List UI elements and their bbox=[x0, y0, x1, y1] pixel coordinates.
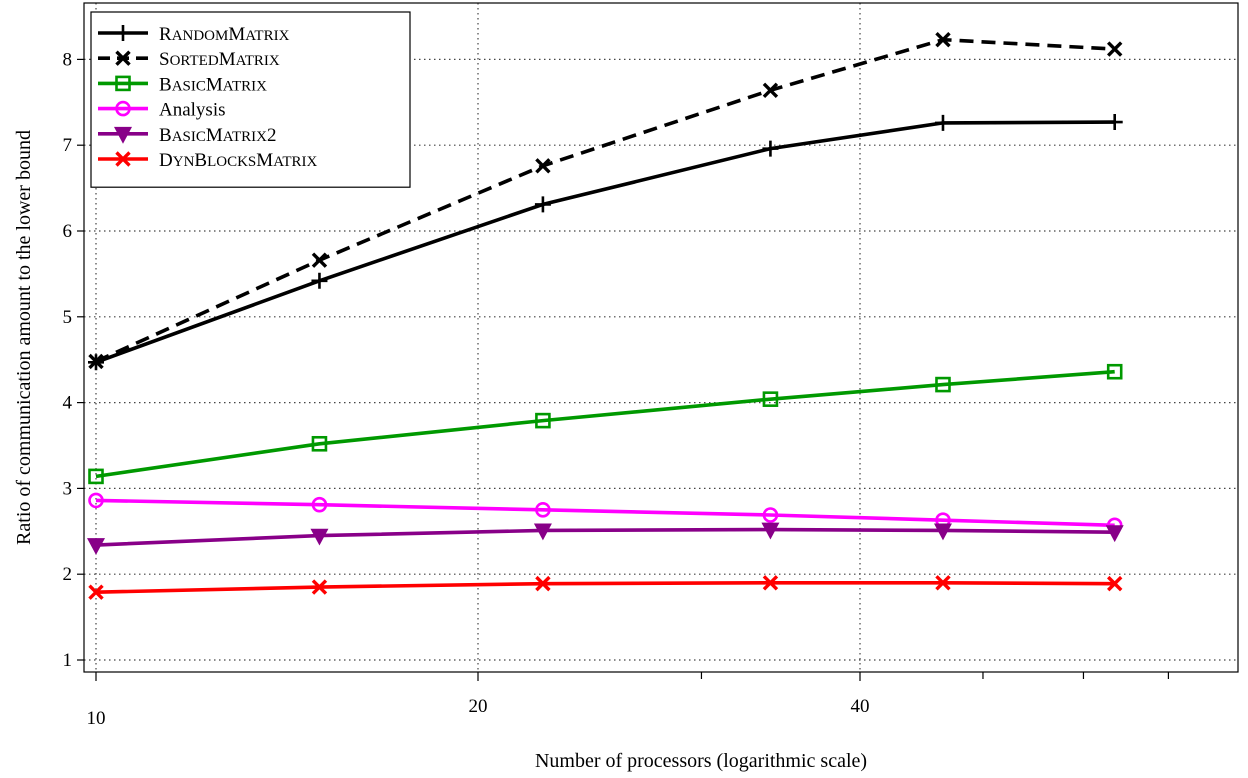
series-basicmatrix bbox=[88, 363, 1123, 485]
series-basicmatrix-marker bbox=[535, 412, 551, 429]
series-dynblocksmatrix-marker bbox=[535, 575, 551, 592]
series-analysis-marker bbox=[762, 507, 779, 523]
legend: RANDOMMATRIX SORTEDMATRIX BASICMATRIX Analy… bbox=[90, 11, 411, 188]
series-randommatrix-marker bbox=[762, 140, 779, 157]
x-tick-label: 10 bbox=[87, 708, 106, 729]
series-sortedmatrix-marker bbox=[311, 252, 328, 268]
series-randommatrix bbox=[88, 114, 1123, 371]
series-line-basicmatrix bbox=[95, 369, 1115, 479]
y-tick-label: 8 bbox=[63, 49, 73, 70]
legend-randommatrix-marker bbox=[115, 25, 131, 41]
y-tick-label: 5 bbox=[63, 307, 73, 328]
legend-item-randommatrix: RANDOMMATRIX bbox=[98, 24, 290, 45]
legend-item-analysis: Analysis bbox=[98, 100, 226, 121]
legend-analysis-marker bbox=[115, 100, 131, 117]
series-basicmatrix2 bbox=[86, 522, 1124, 555]
series-line-randommatrix bbox=[95, 120, 1115, 364]
series-basicmatrix2-marker bbox=[533, 523, 552, 541]
y-tick-label: 7 bbox=[63, 135, 73, 156]
y-tick-label: 6 bbox=[63, 221, 73, 242]
legend-dynblocksmatrix-marker bbox=[115, 151, 131, 167]
series-basicmatrix-marker bbox=[88, 468, 104, 485]
legend-label-basicmatrix: BASICMATRIX bbox=[159, 74, 267, 95]
series-sortedmatrix-marker bbox=[1106, 41, 1123, 57]
series-basicmatrix2-marker bbox=[86, 538, 106, 555]
series-randommatrix-marker bbox=[934, 114, 951, 131]
legend-label-basicmatrix2: BASICMATRIX2 bbox=[159, 125, 276, 146]
plot-frame bbox=[83, 2, 1239, 673]
series-analysis-marker bbox=[311, 496, 328, 513]
x-tick-label: 40 bbox=[851, 696, 870, 717]
y-tick-label: 1 bbox=[63, 650, 73, 671]
series-line-analysis bbox=[95, 498, 1115, 528]
x-axis-title: Number of processors (logarithmic scale) bbox=[535, 750, 867, 772]
legend-label-sortedmatrix: SORTEDMATRIX bbox=[159, 49, 280, 70]
axes: 1 2 3 4 5 6 7 8 10 20 40 bbox=[63, 49, 1170, 729]
series-randommatrix-marker bbox=[534, 196, 551, 213]
legend-basicmatrix2-marker bbox=[113, 126, 133, 144]
legend-item-basicmatrix2: BASICMATRIX2 bbox=[98, 125, 276, 146]
y-tick-label: 3 bbox=[63, 478, 73, 499]
legend-item-dynblocksmatrix: DYNBLOCKSMATRIX bbox=[98, 150, 318, 171]
series-analysis-marker bbox=[535, 502, 551, 518]
series-basicmatrix-marker bbox=[1106, 363, 1123, 380]
series-randommatrix-marker bbox=[1106, 114, 1123, 131]
series-basicmatrix2-marker bbox=[933, 523, 952, 541]
series-basicmatrix-marker bbox=[935, 376, 951, 393]
legend-basicmatrix-marker bbox=[115, 75, 131, 92]
series-basicmatrix2-marker bbox=[310, 528, 329, 546]
series-sortedmatrix-marker bbox=[762, 82, 779, 98]
series-basicmatrix2-marker bbox=[1105, 525, 1124, 543]
series-dynblocksmatrix bbox=[88, 575, 1123, 600]
series-line-basicmatrix2 bbox=[95, 527, 1115, 547]
y-tick-label: 4 bbox=[63, 393, 73, 414]
legend-label-randommatrix: RANDOMMATRIX bbox=[159, 24, 290, 45]
series-analysis-marker bbox=[88, 492, 104, 509]
series-dynblocksmatrix-marker bbox=[1106, 575, 1123, 592]
series-dynblocksmatrix-marker bbox=[311, 579, 328, 595]
x-tick-label: 20 bbox=[469, 696, 488, 717]
series-sortedmatrix-marker bbox=[935, 31, 951, 48]
series-layer bbox=[86, 31, 1124, 600]
series-sortedmatrix-marker bbox=[88, 353, 104, 370]
legend-label-analysis: Analysis bbox=[159, 100, 226, 121]
series-dynblocksmatrix-marker bbox=[762, 575, 779, 591]
legend-sortedmatrix-marker bbox=[115, 50, 131, 66]
series-basicmatrix2-marker bbox=[761, 522, 780, 540]
series-dynblocksmatrix-marker bbox=[935, 575, 951, 591]
series-analysis bbox=[88, 492, 1123, 534]
series-basicmatrix-marker bbox=[311, 435, 328, 452]
series-dynblocksmatrix-marker bbox=[88, 584, 104, 600]
series-line-sortedmatrix bbox=[95, 37, 1115, 364]
legend-label-dynblocksmatrix: DYNBLOCKSMATRIX bbox=[159, 150, 318, 171]
series-randommatrix-marker bbox=[311, 272, 328, 289]
y-axis-title: Ratio of communication amount to the low… bbox=[13, 130, 35, 545]
y-tick-label: 2 bbox=[63, 564, 73, 585]
series-sortedmatrix-marker bbox=[535, 158, 551, 174]
series-line-dynblocksmatrix bbox=[95, 580, 1115, 595]
legend-item-sortedmatrix: SORTEDMATRIX bbox=[98, 49, 280, 70]
series-basicmatrix-marker bbox=[762, 391, 779, 407]
series-sortedmatrix bbox=[88, 31, 1123, 370]
legend-item-basicmatrix: BASICMATRIX bbox=[98, 74, 267, 95]
